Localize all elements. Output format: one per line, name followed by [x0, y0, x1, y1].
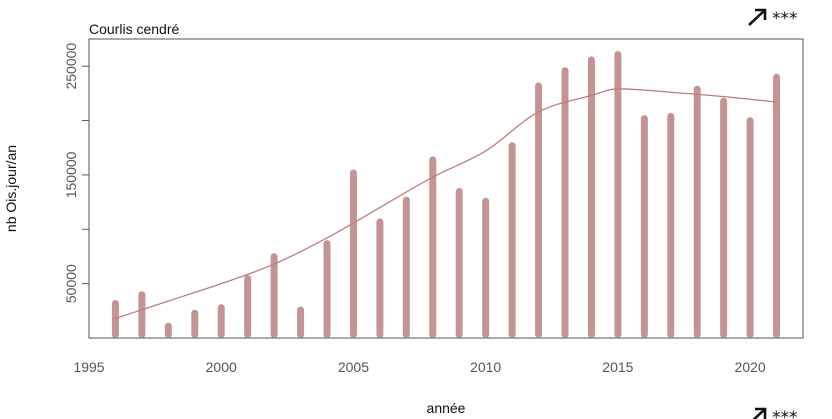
trend-line: [115, 88, 777, 320]
arrow-up-right-icon: [752, 407, 767, 419]
x-tick-label: 2010: [470, 359, 501, 375]
trend-significance-label: ***: [772, 9, 798, 29]
x-tick-label: 2015: [602, 359, 633, 375]
bar-1998: [164, 322, 172, 338]
bar-2012: [535, 82, 543, 338]
bar-2006: [376, 218, 384, 338]
chart-title: Courlis cendré: [89, 21, 179, 37]
bar-2007: [402, 196, 410, 338]
bar-2015: [614, 50, 622, 339]
bar-2019: [720, 97, 728, 338]
bar-2017: [667, 112, 675, 339]
y-tick-label: 150000: [63, 151, 79, 198]
bar-2013: [561, 67, 569, 338]
bar-2021: [773, 73, 781, 338]
bar-2014: [587, 56, 595, 338]
x-tick-label: 2020: [735, 359, 766, 375]
bottom-trend-significance-label: ***: [772, 408, 798, 419]
bar-2004: [323, 240, 331, 338]
bar-2000: [217, 304, 225, 338]
bar-2020: [746, 117, 754, 339]
bar-2009: [455, 187, 463, 338]
y-axis: 50000 150000 250000: [63, 43, 89, 303]
bar-1997: [138, 291, 146, 338]
bar-2003: [297, 306, 305, 338]
bottom-trend-indicator: ***: [752, 407, 798, 419]
bars-group: [111, 50, 781, 339]
x-tick-label: 2000: [206, 359, 237, 375]
bar-1996: [111, 299, 119, 338]
bar-2001: [244, 274, 252, 338]
y-axis-title: nb Ois.jour/an: [3, 145, 19, 232]
y-tick-label: 250000: [63, 43, 79, 90]
bar-2018: [693, 85, 701, 339]
x-tick-label: 1995: [73, 359, 104, 375]
bar-1999: [191, 309, 199, 338]
bar-2005: [349, 169, 357, 338]
y-tick-label: 50000: [63, 264, 79, 303]
x-axis-title: année: [427, 400, 466, 416]
bar-2002: [270, 253, 278, 338]
x-tick-label: 2005: [338, 359, 369, 375]
x-axis: 1995 2000 2005 2010 2015 2020: [73, 359, 765, 375]
plot-frame: [88, 38, 804, 339]
bar-2010: [482, 197, 490, 338]
bar-2011: [508, 142, 516, 338]
arrow-up-right-icon: [748, 8, 767, 26]
bar-2008: [429, 156, 437, 338]
bar-2016: [640, 115, 648, 338]
trend-indicator: ***: [748, 8, 798, 29]
